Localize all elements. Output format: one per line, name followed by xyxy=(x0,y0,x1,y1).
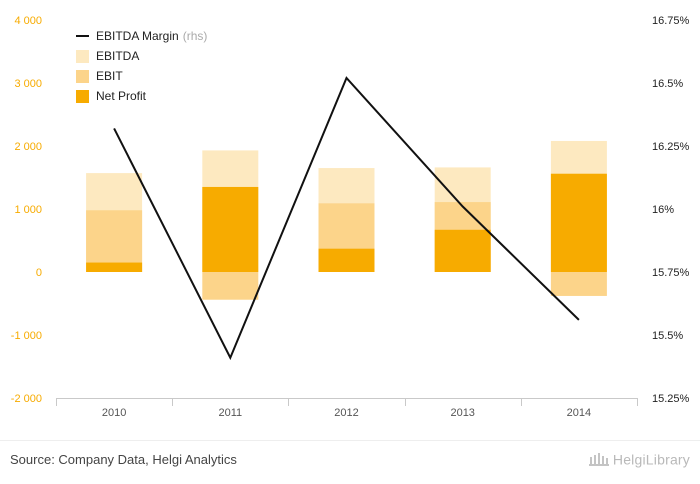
legend: EBITDA Margin (rhs) EBITDA EBIT Net Profit xyxy=(76,29,207,103)
right-tick-label: 15.75% xyxy=(652,267,690,279)
ebitda-margin-line-layer xyxy=(113,76,580,361)
ebitda-margin-line xyxy=(113,76,580,361)
net-profit-bar xyxy=(318,248,375,272)
net-profit-bar xyxy=(202,186,259,272)
x-tick-label: 2013 xyxy=(450,407,474,419)
legend-suffix: (rhs) xyxy=(183,29,208,43)
net-profit-bar xyxy=(434,229,491,272)
legend-label: Net Profit xyxy=(96,89,147,103)
source-text: Source: Company Data, Helgi Analytics xyxy=(10,452,237,467)
ebit-bar xyxy=(86,210,143,272)
net-profit-bar xyxy=(550,173,607,272)
bar-layer xyxy=(86,140,607,300)
right-tick-label: 15.5% xyxy=(652,330,683,342)
legend-label: EBIT xyxy=(96,69,123,83)
x-tick-label: 2014 xyxy=(567,407,591,419)
net-profit-bar xyxy=(86,262,143,272)
footer: Source: Company Data, Helgi Analytics He… xyxy=(0,440,700,484)
x-tick-label: 2012 xyxy=(334,407,358,419)
right-tick-label: 16.75% xyxy=(652,15,690,27)
legend-label: EBITDA xyxy=(96,49,139,63)
right-tick-label: 15.25% xyxy=(652,393,690,405)
x-axis: 2010 2011 2012 2013 2014 xyxy=(56,398,638,419)
legend-swatch xyxy=(76,50,89,63)
right-tick-label: 16% xyxy=(652,204,674,216)
right-tick-label: 16.25% xyxy=(652,141,690,153)
left-tick-label: -1 000 xyxy=(11,330,42,342)
left-tick-label: 0 xyxy=(36,267,42,279)
legend-swatch xyxy=(76,90,89,103)
x-tick-label: 2011 xyxy=(218,407,242,419)
left-tick-label: 3 000 xyxy=(14,78,42,90)
ebit-bar xyxy=(550,272,607,296)
left-tick-label: 1 000 xyxy=(14,204,42,216)
left-tick-label: 2 000 xyxy=(14,141,42,153)
x-tick-label: 2010 xyxy=(102,407,126,419)
left-tick-label: 4 000 xyxy=(14,15,42,27)
library-building-icon xyxy=(588,453,609,467)
right-axis: 15.25% 15.5% 15.75% 16% 16.25% 16.5% 16.75% xyxy=(652,15,690,405)
legend-label: EBITDA Margin (rhs) xyxy=(96,29,207,43)
right-tick-label: 16.5% xyxy=(652,78,683,90)
ebit-bar xyxy=(202,272,259,300)
left-axis: -2 000 -1 000 0 1 000 2 000 3 000 4 000 xyxy=(11,15,42,405)
helgi-library-logo: HelgiLibrary xyxy=(588,450,690,467)
logo-text: HelgiLibrary xyxy=(612,451,690,468)
chart: -2 000 -1 000 0 1 000 2 000 3 000 4 000 15.25%… xyxy=(11,15,690,419)
left-tick-label: -2 000 xyxy=(11,393,42,405)
legend-swatch xyxy=(76,70,89,83)
